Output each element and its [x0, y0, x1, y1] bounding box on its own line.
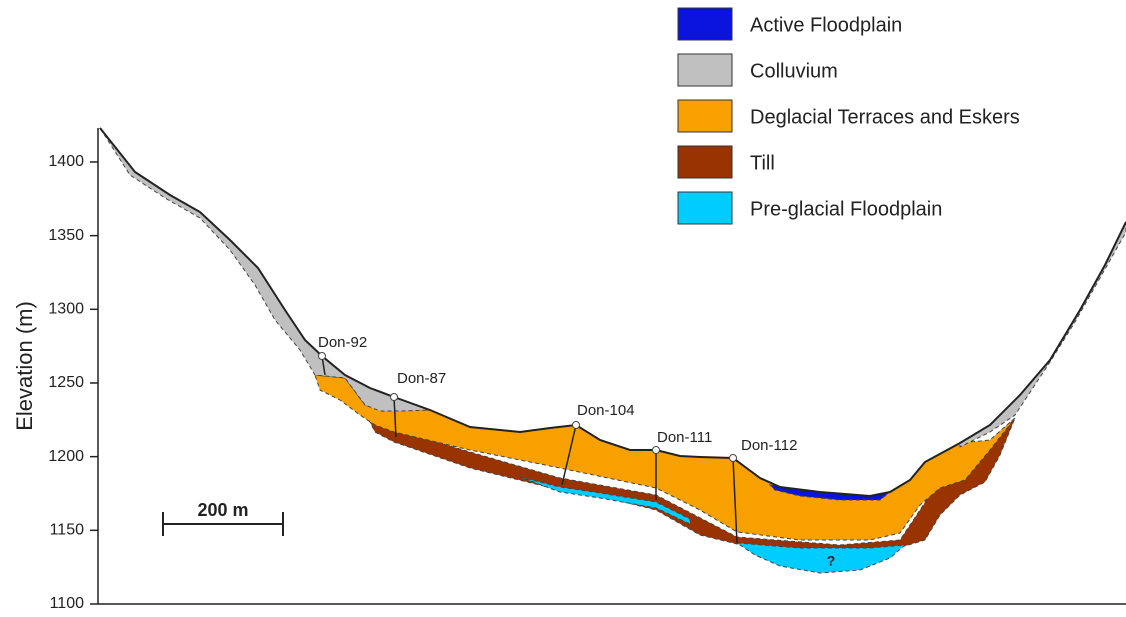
- y-tick-label: 1400: [48, 153, 84, 170]
- legend-label: Pre-glacial Floodplain: [750, 198, 942, 220]
- legend-swatch: [678, 54, 732, 86]
- y-tick-label: 1350: [48, 227, 84, 244]
- borehole-label: Don-92: [318, 334, 367, 351]
- y-tick-label: 1200: [48, 448, 84, 465]
- borehole-top: [573, 422, 580, 429]
- cross-section: Elevation (m) 200 m ? 1100 1150 1200 1250 13…: [0, 0, 1126, 617]
- borehole-label: Don-112: [741, 437, 797, 454]
- layer: [960, 222, 1126, 447]
- legend-swatch: [678, 192, 732, 224]
- legend-label: Active Floodplain: [750, 14, 902, 36]
- legend-swatch: [678, 146, 732, 178]
- legend-label: Till: [750, 152, 775, 174]
- borehole-top: [653, 447, 660, 454]
- y-tick-label: 1150: [50, 522, 85, 539]
- scale-bar-label: 200 m: [197, 500, 248, 520]
- borehole-top: [319, 353, 326, 360]
- legend-swatch: [678, 8, 732, 40]
- layer: [100, 128, 430, 411]
- layer: [737, 543, 905, 573]
- y-tick-label: 1300: [48, 301, 84, 318]
- y-tick-label: 1100: [50, 595, 85, 612]
- borehole-label: Don-87: [397, 370, 446, 387]
- y-tick-label: 1250: [48, 374, 84, 391]
- layers: [100, 128, 1126, 573]
- borehole-label: Don-104: [577, 402, 635, 419]
- borehole-top: [730, 455, 737, 462]
- borehole-top: [391, 394, 398, 401]
- y-axis-label: Elevation (m): [12, 301, 37, 431]
- borehole-label: Don-111: [657, 429, 712, 446]
- annotation: ?: [827, 553, 836, 569]
- legend-swatch: [678, 100, 732, 132]
- legend-label: Colluvium: [750, 60, 838, 82]
- legend-label: Deglacial Terraces and Eskers: [750, 106, 1020, 128]
